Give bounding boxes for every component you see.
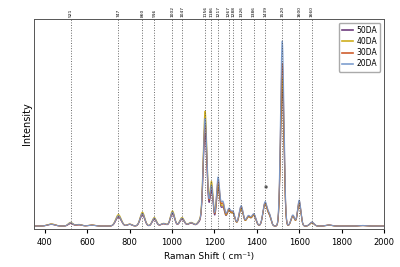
20DA xyxy=(239,204,244,207)
50DA xyxy=(32,225,37,228)
Text: 521: 521 xyxy=(68,8,72,17)
50DA xyxy=(280,88,285,91)
Text: 1386: 1386 xyxy=(252,6,256,17)
30DA xyxy=(310,221,315,224)
Line: 40DA: 40DA xyxy=(34,78,384,226)
50DA xyxy=(310,221,315,224)
40DA xyxy=(382,225,386,228)
50DA xyxy=(239,207,244,211)
40DA xyxy=(50,222,54,226)
30DA xyxy=(239,205,244,208)
Text: 916: 916 xyxy=(152,8,156,17)
50DA xyxy=(254,219,259,223)
40DA xyxy=(239,207,244,210)
Text: *: * xyxy=(263,185,268,194)
50DA xyxy=(158,223,163,226)
20DA xyxy=(291,214,296,217)
Text: 1156: 1156 xyxy=(203,6,207,17)
30DA xyxy=(254,219,259,222)
20DA xyxy=(254,219,259,222)
40DA xyxy=(291,215,296,218)
40DA xyxy=(280,76,285,80)
30DA xyxy=(32,225,37,228)
20DA xyxy=(32,225,37,228)
40DA xyxy=(32,225,37,228)
30DA xyxy=(280,62,285,65)
Text: 1600: 1600 xyxy=(297,6,301,17)
Text: 1267: 1267 xyxy=(227,6,231,17)
Text: 1186: 1186 xyxy=(210,6,214,17)
Legend: 50DA, 40DA, 30DA, 20DA: 50DA, 40DA, 30DA, 20DA xyxy=(339,22,380,72)
Text: 1326: 1326 xyxy=(239,6,243,17)
20DA xyxy=(382,225,386,228)
Text: 747: 747 xyxy=(116,8,120,17)
30DA xyxy=(291,215,296,218)
30DA xyxy=(382,225,386,228)
50DA xyxy=(50,223,54,226)
40DA xyxy=(158,223,163,226)
Text: 1002: 1002 xyxy=(170,6,174,17)
50DA xyxy=(382,225,386,228)
20DA xyxy=(50,223,54,226)
Text: 1520: 1520 xyxy=(280,6,284,17)
20DA xyxy=(158,223,163,226)
Text: 1047: 1047 xyxy=(180,6,184,17)
Y-axis label: Intensity: Intensity xyxy=(22,103,32,145)
Line: 20DA: 20DA xyxy=(34,41,384,226)
20DA xyxy=(310,221,315,224)
Line: 50DA: 50DA xyxy=(34,89,384,226)
Line: 30DA: 30DA xyxy=(34,63,384,226)
Text: 1288: 1288 xyxy=(231,6,235,17)
50DA xyxy=(291,215,296,219)
Text: 1660: 1660 xyxy=(310,6,314,17)
40DA xyxy=(310,221,315,224)
20DA xyxy=(280,39,285,42)
Text: 860: 860 xyxy=(140,8,144,17)
Text: 1439: 1439 xyxy=(263,6,267,17)
Text: 1217: 1217 xyxy=(216,6,220,17)
30DA xyxy=(50,223,54,226)
30DA xyxy=(158,223,163,226)
40DA xyxy=(254,219,259,223)
X-axis label: Raman Shift ( cm⁻¹): Raman Shift ( cm⁻¹) xyxy=(164,252,254,261)
